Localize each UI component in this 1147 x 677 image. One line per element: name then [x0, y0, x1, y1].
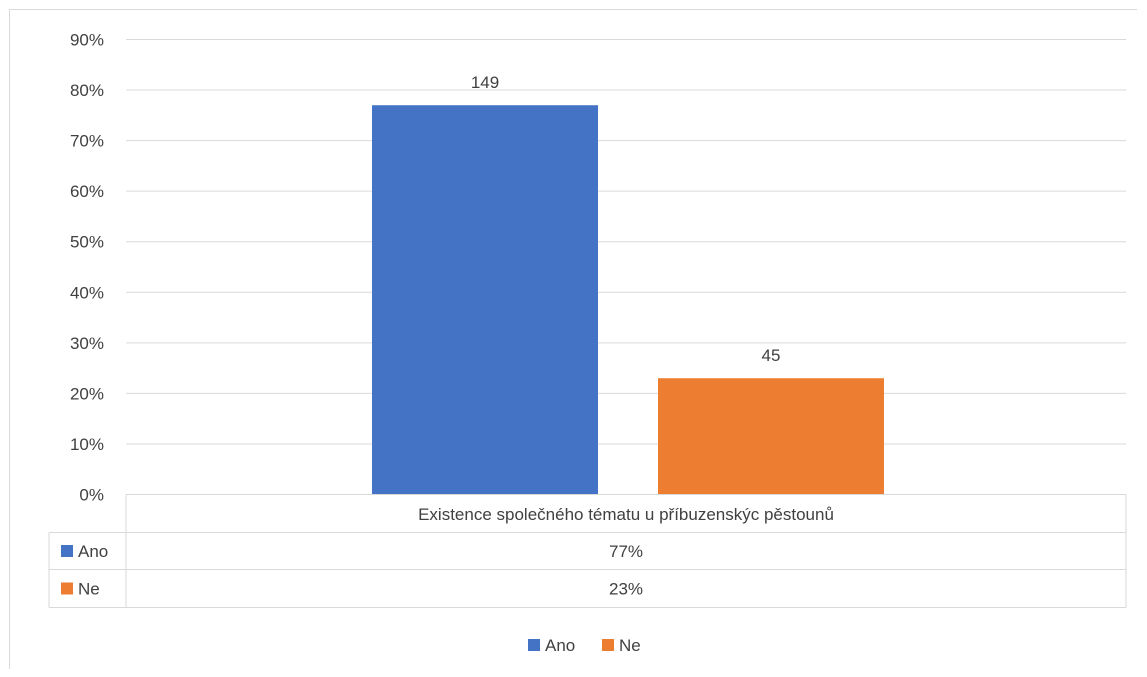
data-labels: 149 45: [471, 73, 781, 365]
chart-frame: [9, 9, 1137, 669]
data-label-ano: 149: [471, 73, 499, 92]
table-series-label: Ano: [78, 542, 108, 561]
data-table: Existence společného tématu u příbuzensk…: [48, 494, 1127, 608]
bar-ano: [372, 105, 598, 495]
y-tick-label: 30%: [70, 334, 104, 353]
y-tick-label: 70%: [70, 132, 104, 151]
y-tick-label: 60%: [70, 182, 104, 201]
legend: Ano Ne: [528, 636, 641, 655]
gridlines: [126, 39, 1126, 445]
y-tick-label: 40%: [70, 283, 104, 302]
y-tick-label: 10%: [70, 435, 104, 454]
y-tick-label: 0%: [79, 486, 104, 505]
table-key-ano: [61, 545, 73, 557]
y-axis-tick-labels: 0% 10% 20% 30% 40% 50% 60% 70% 80% 90%: [70, 31, 104, 505]
table-series-label: Ne: [78, 580, 100, 599]
bar-ne: [658, 378, 884, 495]
table-key-ne: [61, 582, 73, 595]
legend-label: Ano: [545, 636, 575, 655]
legend-key-ano: [528, 639, 540, 651]
legend-label: Ne: [619, 636, 641, 655]
y-tick-label: 20%: [70, 384, 104, 403]
y-tick-label: 50%: [70, 233, 104, 252]
data-label-ne: 45: [762, 346, 781, 365]
category-label: Existence společného tématu u příbuzensk…: [418, 505, 834, 524]
bars: [372, 105, 884, 495]
table-value: 77%: [609, 542, 643, 561]
legend-key-ne: [602, 639, 614, 651]
y-tick-label: 90%: [70, 31, 104, 50]
table-value: 23%: [609, 580, 643, 599]
y-tick-label: 80%: [70, 81, 104, 100]
